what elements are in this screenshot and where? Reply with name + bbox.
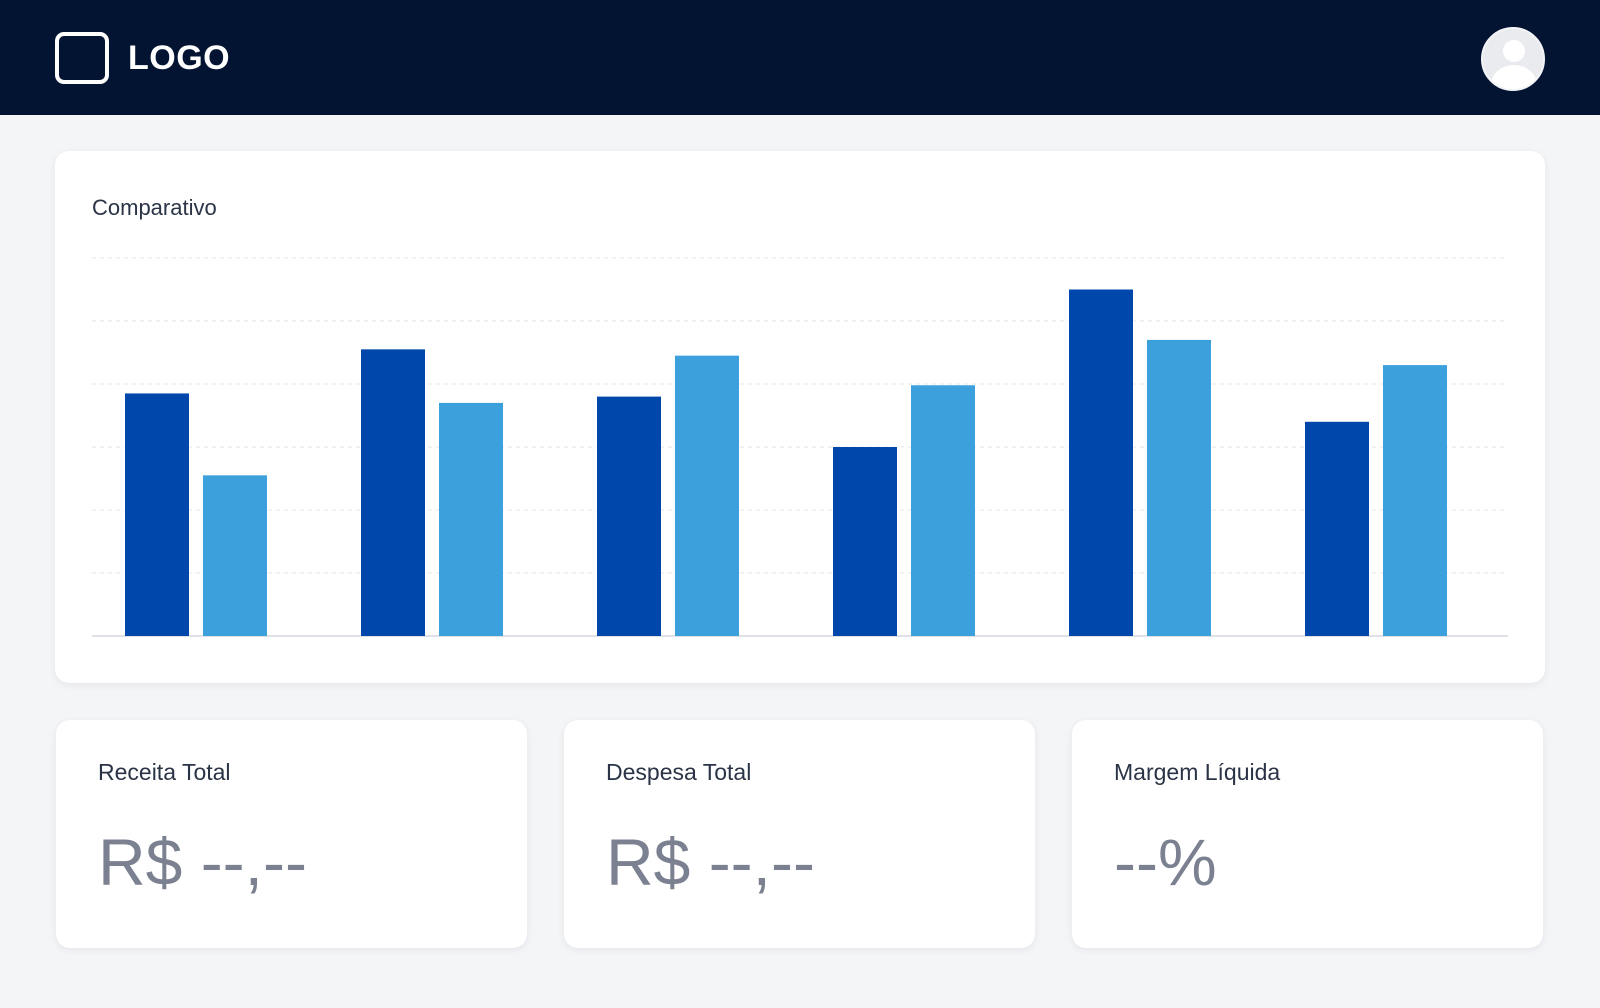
avatar-head-shape [1503, 40, 1525, 62]
logo-text[interactable]: LOGO [128, 39, 231, 77]
margem-liquida-value: --% [1114, 825, 1217, 899]
chart-bar-series1-group2[interactable] [361, 349, 425, 636]
despesa-total-card: Despesa Total R$ --,-- [564, 720, 1035, 948]
chart-card: Comparativo [55, 151, 1545, 683]
margem-liquida-card: Margem Líquida --% [1072, 720, 1543, 948]
user-avatar-icon[interactable] [1481, 27, 1545, 91]
chart-bar-series2-group1[interactable] [203, 475, 267, 636]
chart-bar-series1-group1[interactable] [125, 393, 189, 636]
chart-bar-series1-group4[interactable] [833, 447, 897, 636]
square-outline-icon[interactable] [55, 32, 109, 84]
despesa-total-label: Despesa Total [606, 759, 752, 785]
chart-bar-series2-group5[interactable] [1147, 339, 1211, 636]
chart-bar-series1-group5[interactable] [1069, 289, 1133, 637]
margem-liquida-label: Margem Líquida [1114, 759, 1281, 785]
chart-bar-series1-group3[interactable] [597, 396, 661, 636]
receita-total-card: Receita Total R$ --,-- [56, 720, 527, 948]
bar-chart [92, 257, 1508, 637]
chart-bar-series1-group6[interactable] [1305, 421, 1369, 636]
chart-bar-series2-group6[interactable] [1383, 365, 1447, 636]
receita-total-label: Receita Total [98, 759, 231, 785]
top-header: LOGO [0, 0, 1600, 115]
receita-total-value: R$ --,-- [98, 825, 307, 899]
chart-bar-series2-group3[interactable] [675, 355, 739, 636]
chart-bar-series2-group2[interactable] [439, 402, 503, 636]
avatar-body-shape [1491, 65, 1537, 89]
chart-bar-series2-group4[interactable] [911, 385, 975, 636]
despesa-total-value: R$ --,-- [606, 825, 815, 899]
chart-title: Comparativo [92, 195, 217, 220]
